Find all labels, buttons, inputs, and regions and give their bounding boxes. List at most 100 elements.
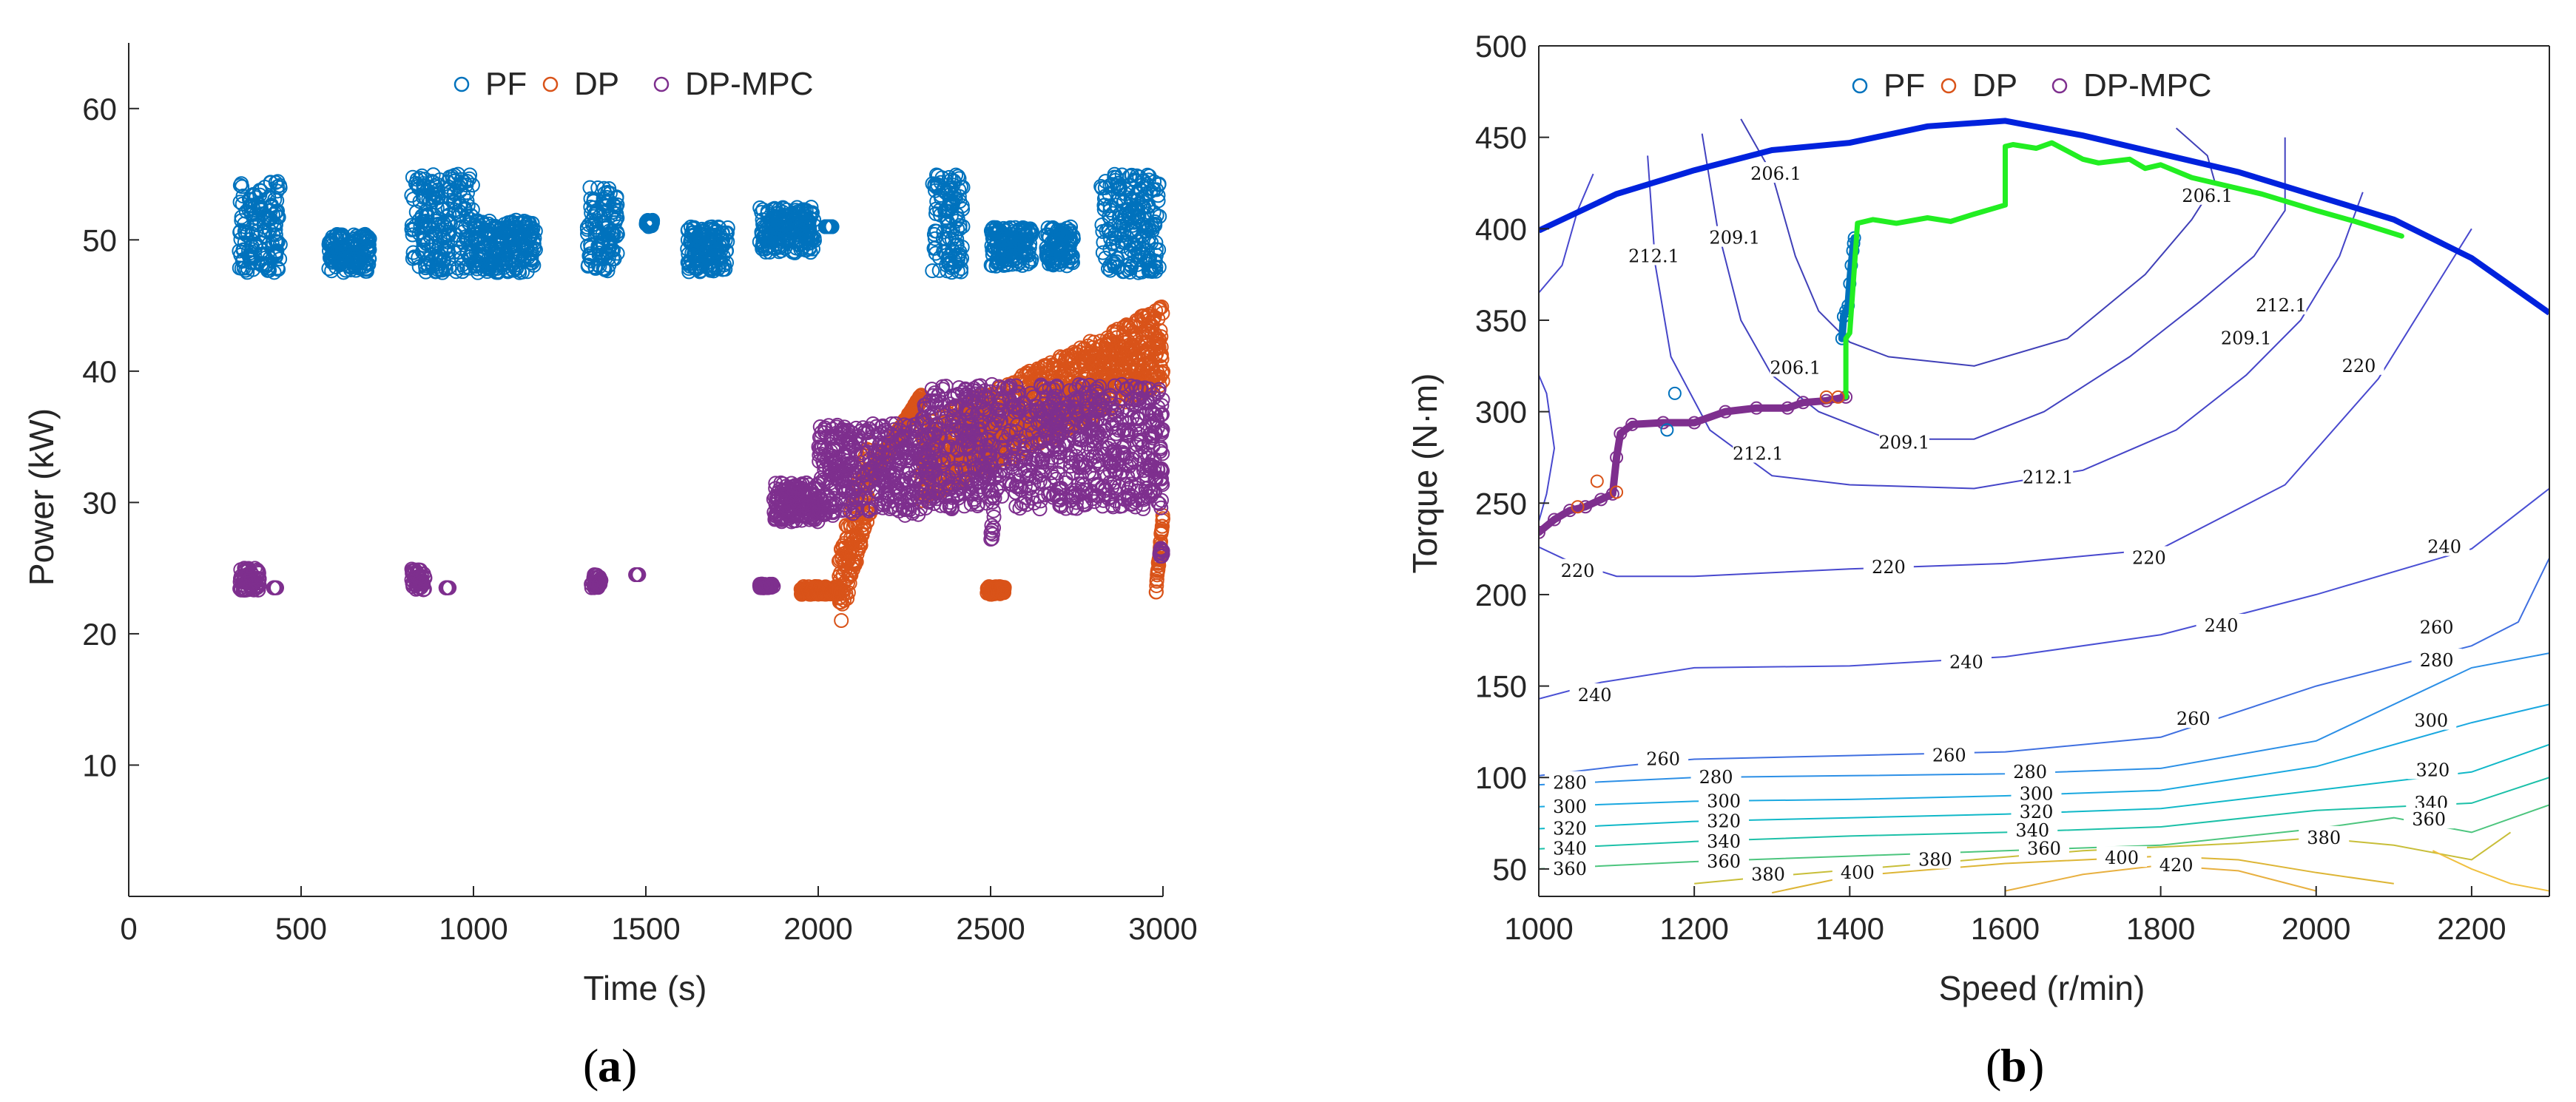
scatter-point-pf bbox=[606, 210, 621, 226]
scatter-point-pf bbox=[336, 265, 351, 280]
scatter-point-pf bbox=[470, 214, 485, 229]
scatter-point-pf bbox=[245, 239, 260, 254]
scatter-point-pf bbox=[248, 215, 263, 231]
scatter-point-pf bbox=[928, 206, 944, 221]
scatter-point-pf bbox=[1020, 223, 1036, 239]
scatter-point-pf bbox=[325, 254, 340, 270]
scatter-point-pf bbox=[456, 260, 472, 276]
scatter-point-pf bbox=[240, 225, 255, 240]
scatter-point-pf bbox=[785, 213, 800, 229]
scatter-point-pf bbox=[429, 200, 445, 216]
scatter-point-pf bbox=[493, 236, 508, 251]
scatter-point-pf bbox=[270, 260, 286, 276]
scatter-point-pf bbox=[691, 247, 707, 263]
scatter-point-pf bbox=[442, 215, 458, 231]
scatter-point-pf bbox=[405, 227, 420, 243]
scatter-point-pf bbox=[1094, 180, 1110, 196]
scatter-point-pf bbox=[250, 195, 266, 211]
scatter-point-pf bbox=[332, 257, 348, 273]
scatter-point-pf bbox=[985, 226, 1000, 241]
scatter-point-pf bbox=[268, 246, 283, 262]
scatter-point-pf bbox=[954, 251, 970, 266]
scatter-point-pf bbox=[802, 220, 817, 235]
scatter-point-pf bbox=[1112, 190, 1127, 206]
scatter-point-pf bbox=[232, 178, 248, 193]
scatter-point-pf bbox=[595, 196, 610, 212]
panel-a-marks bbox=[232, 166, 1170, 628]
scatter-point-pf bbox=[425, 167, 441, 183]
scatter-point-pf bbox=[422, 229, 438, 245]
scatter-point-pf bbox=[604, 208, 619, 223]
scatter-point-pf bbox=[694, 221, 709, 237]
scatter-point-pf bbox=[641, 214, 656, 230]
scatter-point-pf bbox=[702, 220, 718, 235]
scatter-point-pf bbox=[710, 261, 726, 277]
scatter-point-pf bbox=[763, 212, 778, 228]
scatter-point-pf bbox=[991, 224, 1007, 240]
scatter-point-pf bbox=[240, 260, 255, 276]
scatter-point-pf bbox=[994, 254, 1010, 269]
scatter-point-pf bbox=[1127, 248, 1142, 263]
scatter-point-pf bbox=[1144, 223, 1160, 239]
scatter-point-pf bbox=[755, 229, 771, 245]
scatter-point-pf bbox=[1098, 250, 1113, 266]
scatter-point-pf bbox=[503, 215, 519, 231]
scatter-point-pf bbox=[952, 194, 968, 209]
scatter-point-pf bbox=[928, 223, 943, 239]
scatter-point-pf bbox=[944, 243, 960, 258]
scatter-point-pf bbox=[434, 263, 450, 278]
scatter-point-pf bbox=[680, 232, 695, 248]
scatter-point-pf bbox=[951, 171, 967, 186]
scatter-point-pf bbox=[1053, 246, 1069, 261]
scatter-point-pf bbox=[414, 168, 430, 183]
scatter-point-pf bbox=[598, 251, 613, 266]
scatter-point-pf bbox=[359, 262, 374, 277]
scatter-point-pf bbox=[270, 174, 286, 189]
scatter-point-pf bbox=[1062, 249, 1078, 264]
scatter-point-pf bbox=[249, 236, 264, 251]
scatter-point-pf bbox=[944, 231, 960, 247]
scatter-point-pf bbox=[704, 261, 720, 277]
scatter-point-pf bbox=[1105, 206, 1121, 221]
scatter-point-pf bbox=[1008, 243, 1024, 258]
scatter-point-pf bbox=[938, 210, 954, 226]
scatter-point-pf bbox=[456, 175, 472, 190]
scatter-point-pf bbox=[1102, 258, 1118, 274]
scatter-point-pf bbox=[601, 243, 616, 259]
scatter-point-pf bbox=[515, 215, 530, 231]
scatter-point-pf bbox=[1106, 255, 1122, 271]
scatter-point-pf bbox=[682, 258, 698, 274]
scatter-point-pf bbox=[927, 231, 943, 246]
scatter-point-dp bbox=[834, 612, 849, 628]
scatter-point-pf bbox=[1044, 221, 1059, 237]
scatter-point-pf bbox=[952, 221, 968, 237]
scatter-point-pf bbox=[457, 200, 473, 216]
scatter-point-pf bbox=[943, 260, 959, 275]
scatter-point-pf bbox=[590, 224, 606, 240]
scatter-point-pf bbox=[1062, 223, 1077, 239]
scatter-point-pf bbox=[928, 240, 943, 256]
scatter-point-pf bbox=[1147, 253, 1163, 268]
scatter-point-pf bbox=[425, 186, 441, 201]
scatter-point-pf bbox=[945, 223, 960, 238]
scatter-point-pf bbox=[257, 211, 273, 226]
scatter-point-pf bbox=[485, 255, 501, 271]
scatter-point-pf bbox=[782, 231, 798, 247]
scatter-point-pf bbox=[823, 219, 839, 234]
scatter-point-pf bbox=[586, 200, 601, 215]
scatter-point-pf bbox=[418, 203, 434, 219]
scatter-point-pf bbox=[1123, 192, 1139, 207]
scatter-point-pf bbox=[467, 233, 482, 249]
scatter-point-pf bbox=[932, 250, 948, 266]
scatter-point-pf bbox=[1118, 235, 1133, 251]
scatter-point-pf bbox=[1049, 237, 1065, 252]
scatter-point-pf bbox=[772, 221, 788, 237]
scatter-point-pf bbox=[715, 226, 730, 241]
scatter-point-pf bbox=[236, 260, 252, 276]
scatter-point-pf bbox=[948, 191, 964, 206]
scatter-point-pf bbox=[991, 246, 1006, 262]
scatter-point-pf bbox=[436, 201, 451, 217]
scatter-point-pf bbox=[1135, 178, 1150, 193]
